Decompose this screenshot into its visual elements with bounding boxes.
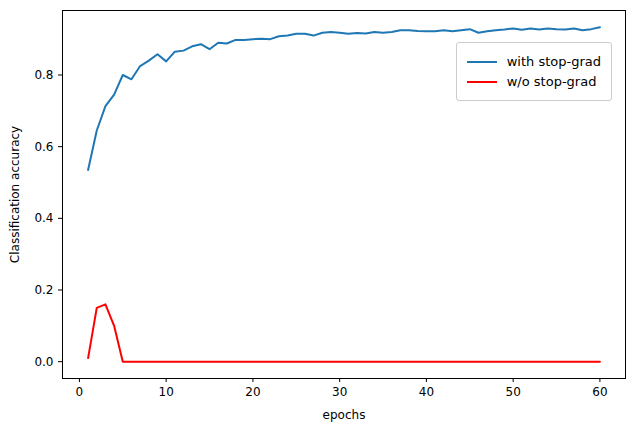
- svg-text:0.4: 0.4: [34, 211, 53, 225]
- svg-text:0.0: 0.0: [34, 354, 53, 368]
- svg-text:60: 60: [592, 385, 607, 399]
- svg-text:0.8: 0.8: [34, 68, 53, 82]
- svg-text:50: 50: [506, 385, 521, 399]
- svg-text:epochs: epochs: [323, 408, 366, 422]
- svg-text:40: 40: [419, 385, 434, 399]
- svg-text:10: 10: [159, 385, 174, 399]
- svg-text:30: 30: [332, 385, 347, 399]
- svg-text:0.2: 0.2: [34, 283, 53, 297]
- svg-text:20: 20: [245, 385, 260, 399]
- svg-text:0.6: 0.6: [34, 140, 53, 154]
- html-text:with stop-grad: with stop-grad: [506, 54, 601, 69]
- svg-text:Classification accuracy: Classification accuracy: [8, 126, 22, 263]
- html-text:w/o stop-grad: w/o stop-grad: [506, 74, 597, 89]
- svg-text:0: 0: [76, 385, 84, 399]
